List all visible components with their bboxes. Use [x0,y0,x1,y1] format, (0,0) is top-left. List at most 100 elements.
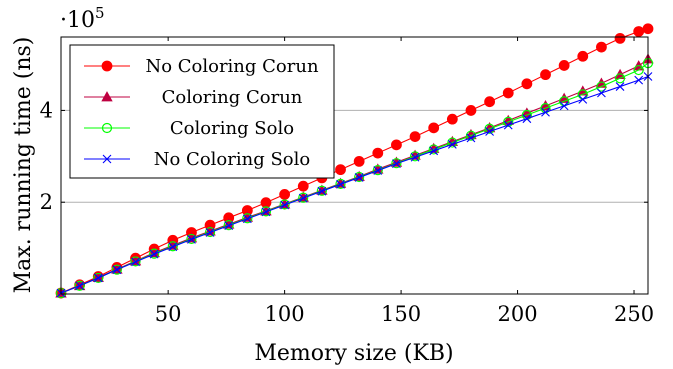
data-point [167,241,178,252]
data-point [391,158,402,169]
data-point [484,123,495,134]
data-point [130,256,141,267]
data-point [205,228,215,237]
plot-frame [60,36,649,295]
x-tick-label: 200 [498,302,538,326]
data-point [111,264,123,275]
data-point [596,41,607,53]
data-point [353,155,365,167]
data-point [372,164,383,176]
legend-label: Coloring Corun [162,87,303,108]
data-point [465,130,477,141]
data-point [372,147,384,159]
data-point [112,265,122,275]
data-point [373,166,383,175]
data-point [186,233,197,245]
data-point [578,95,588,104]
legend-marker [102,154,112,164]
data-point [260,206,272,217]
data-point [633,26,645,37]
data-point [298,193,308,203]
data-point [316,185,327,196]
x-tick-label: 150 [381,302,421,326]
data-point [204,226,216,238]
data-point [502,87,514,99]
data-point [223,220,234,231]
data-point [429,146,439,156]
y-tick-labels: 24 [40,98,53,214]
legend-label: Coloring Solo [170,118,294,139]
y-tick-label: 2 [40,190,53,214]
legend-label: No Coloring Solo [154,149,310,170]
data-point [74,280,85,291]
data-point [614,73,626,84]
x-tick-label: 50 [155,302,182,326]
y-axis-multiplier: ·105 [60,4,105,33]
legend-marker [101,60,113,72]
data-point [242,213,253,224]
data-point [93,273,103,283]
data-point [597,88,606,98]
legend-box [69,44,335,179]
data-point [615,82,625,91]
data-point [279,199,290,210]
data-point [261,207,271,217]
data-point [409,151,421,162]
data-point [522,114,532,124]
data-point [75,281,85,291]
data-point [335,164,346,176]
legend-marker [101,91,113,102]
data-point [541,107,550,117]
data-point [224,221,234,231]
legend: No Coloring Corun Coloring Corun Coloring … [69,44,335,179]
data-point [521,78,533,90]
data-point [596,81,607,92]
data-point [503,120,513,130]
data-point [642,23,654,35]
data-point [149,249,159,259]
data-point [168,242,178,252]
x-axis-title: Memory size (KB) [254,341,453,366]
data-point [391,139,402,151]
data-point [409,131,421,142]
data-point [465,105,477,116]
data-point [279,189,291,200]
x-tick-labels: 50 100 150 200 250 [155,302,654,326]
data-point [634,75,644,85]
data-point [392,159,401,169]
data-point [446,113,458,125]
y-axis-title: Max. running time (ns) [11,37,36,294]
data-point [558,60,570,71]
data-point [187,234,196,244]
data-point [131,257,140,267]
data-point [336,179,345,189]
data-point [484,96,496,108]
data-point [428,122,440,134]
data-point [540,69,551,81]
data-point [614,32,626,44]
data-point [298,192,309,203]
legend-label: No Coloring Corun [145,56,319,77]
data-point [354,173,364,182]
data-point [93,272,104,284]
data-point [297,180,309,192]
data-point [317,186,327,196]
data-point [577,50,589,62]
data-point [485,127,494,136]
series-layer [55,23,654,299]
data-point [503,116,514,128]
data-point [149,248,160,259]
data-point [466,133,476,143]
x-tick-label: 100 [265,302,305,326]
data-point [633,64,644,76]
data-point [242,214,252,224]
legend-marker [101,122,113,134]
data-point [559,101,569,111]
data-point [280,200,290,210]
y-tick-label: 4 [40,98,53,122]
data-point [354,171,365,183]
data-point [335,178,346,189]
data-point [521,109,532,121]
x-tick-label: 250 [614,302,654,326]
